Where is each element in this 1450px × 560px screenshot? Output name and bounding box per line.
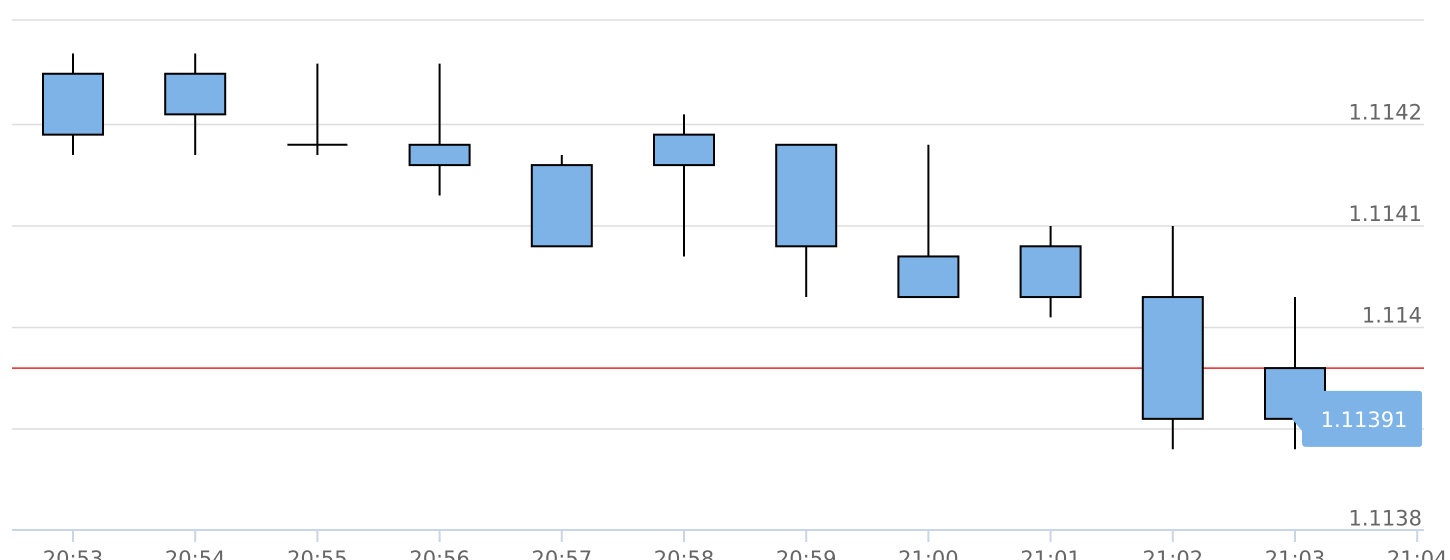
x-tick-label: 21:01	[1020, 547, 1081, 560]
x-axis-ticks: 20:53 20:54 20:55 20:56 20:57 20:58 20:59 21:00…	[43, 530, 1448, 560]
x-tick-label: 20:58	[654, 547, 715, 560]
y-tick-label: 1.1138	[1349, 507, 1422, 531]
candle-20:56	[408, 63, 471, 196]
candle-21:00	[897, 144, 960, 299]
x-tick-label: 20:56	[409, 547, 470, 560]
candle-body	[42, 72, 104, 136]
x-tick-label: 20:54	[165, 547, 226, 560]
y-tick-label: 1.114	[1362, 304, 1422, 328]
y-axis-ticks: 1.1138 1.114 1.1141 1.1142	[1349, 101, 1422, 531]
current-price-tag: 1.11391	[1292, 390, 1422, 447]
candle-20:53	[42, 53, 104, 155]
candle-body	[1019, 245, 1082, 299]
x-tick-label: 20:57	[532, 547, 593, 560]
grid	[12, 19, 1424, 531]
x-tick-label: 20:55	[287, 547, 348, 560]
y-tick-label: 1.1141	[1349, 202, 1422, 226]
candle-body	[408, 143, 471, 167]
current-price-label: 1.11391	[1321, 408, 1408, 432]
candle-body	[530, 164, 593, 248]
x-tick-label: 20:53	[43, 547, 104, 560]
x-tick-label: 20:59	[776, 547, 837, 560]
x-tick-label: 21:02	[1143, 547, 1204, 560]
y-tick-label: 1.1142	[1349, 101, 1422, 125]
x-tick-label: 21:03	[1265, 547, 1326, 560]
candle-body	[1141, 296, 1204, 420]
candle-21:01	[1019, 226, 1082, 318]
candle-20:55	[287, 63, 348, 155]
price-tag-shape	[1292, 390, 1422, 447]
candle-20:57	[530, 154, 593, 248]
candle-body	[897, 255, 960, 299]
x-tick-label: 21:04	[1387, 547, 1448, 560]
candles	[42, 53, 1326, 450]
candle-body	[653, 133, 715, 167]
candle-body	[775, 143, 838, 248]
candle-20:54	[164, 53, 227, 155]
candle-20:58	[653, 114, 715, 257]
candle-21:02	[1141, 226, 1204, 450]
x-tick-label: 21:00	[898, 547, 959, 560]
candle-20:59	[775, 143, 838, 298]
candle-body	[164, 72, 227, 116]
